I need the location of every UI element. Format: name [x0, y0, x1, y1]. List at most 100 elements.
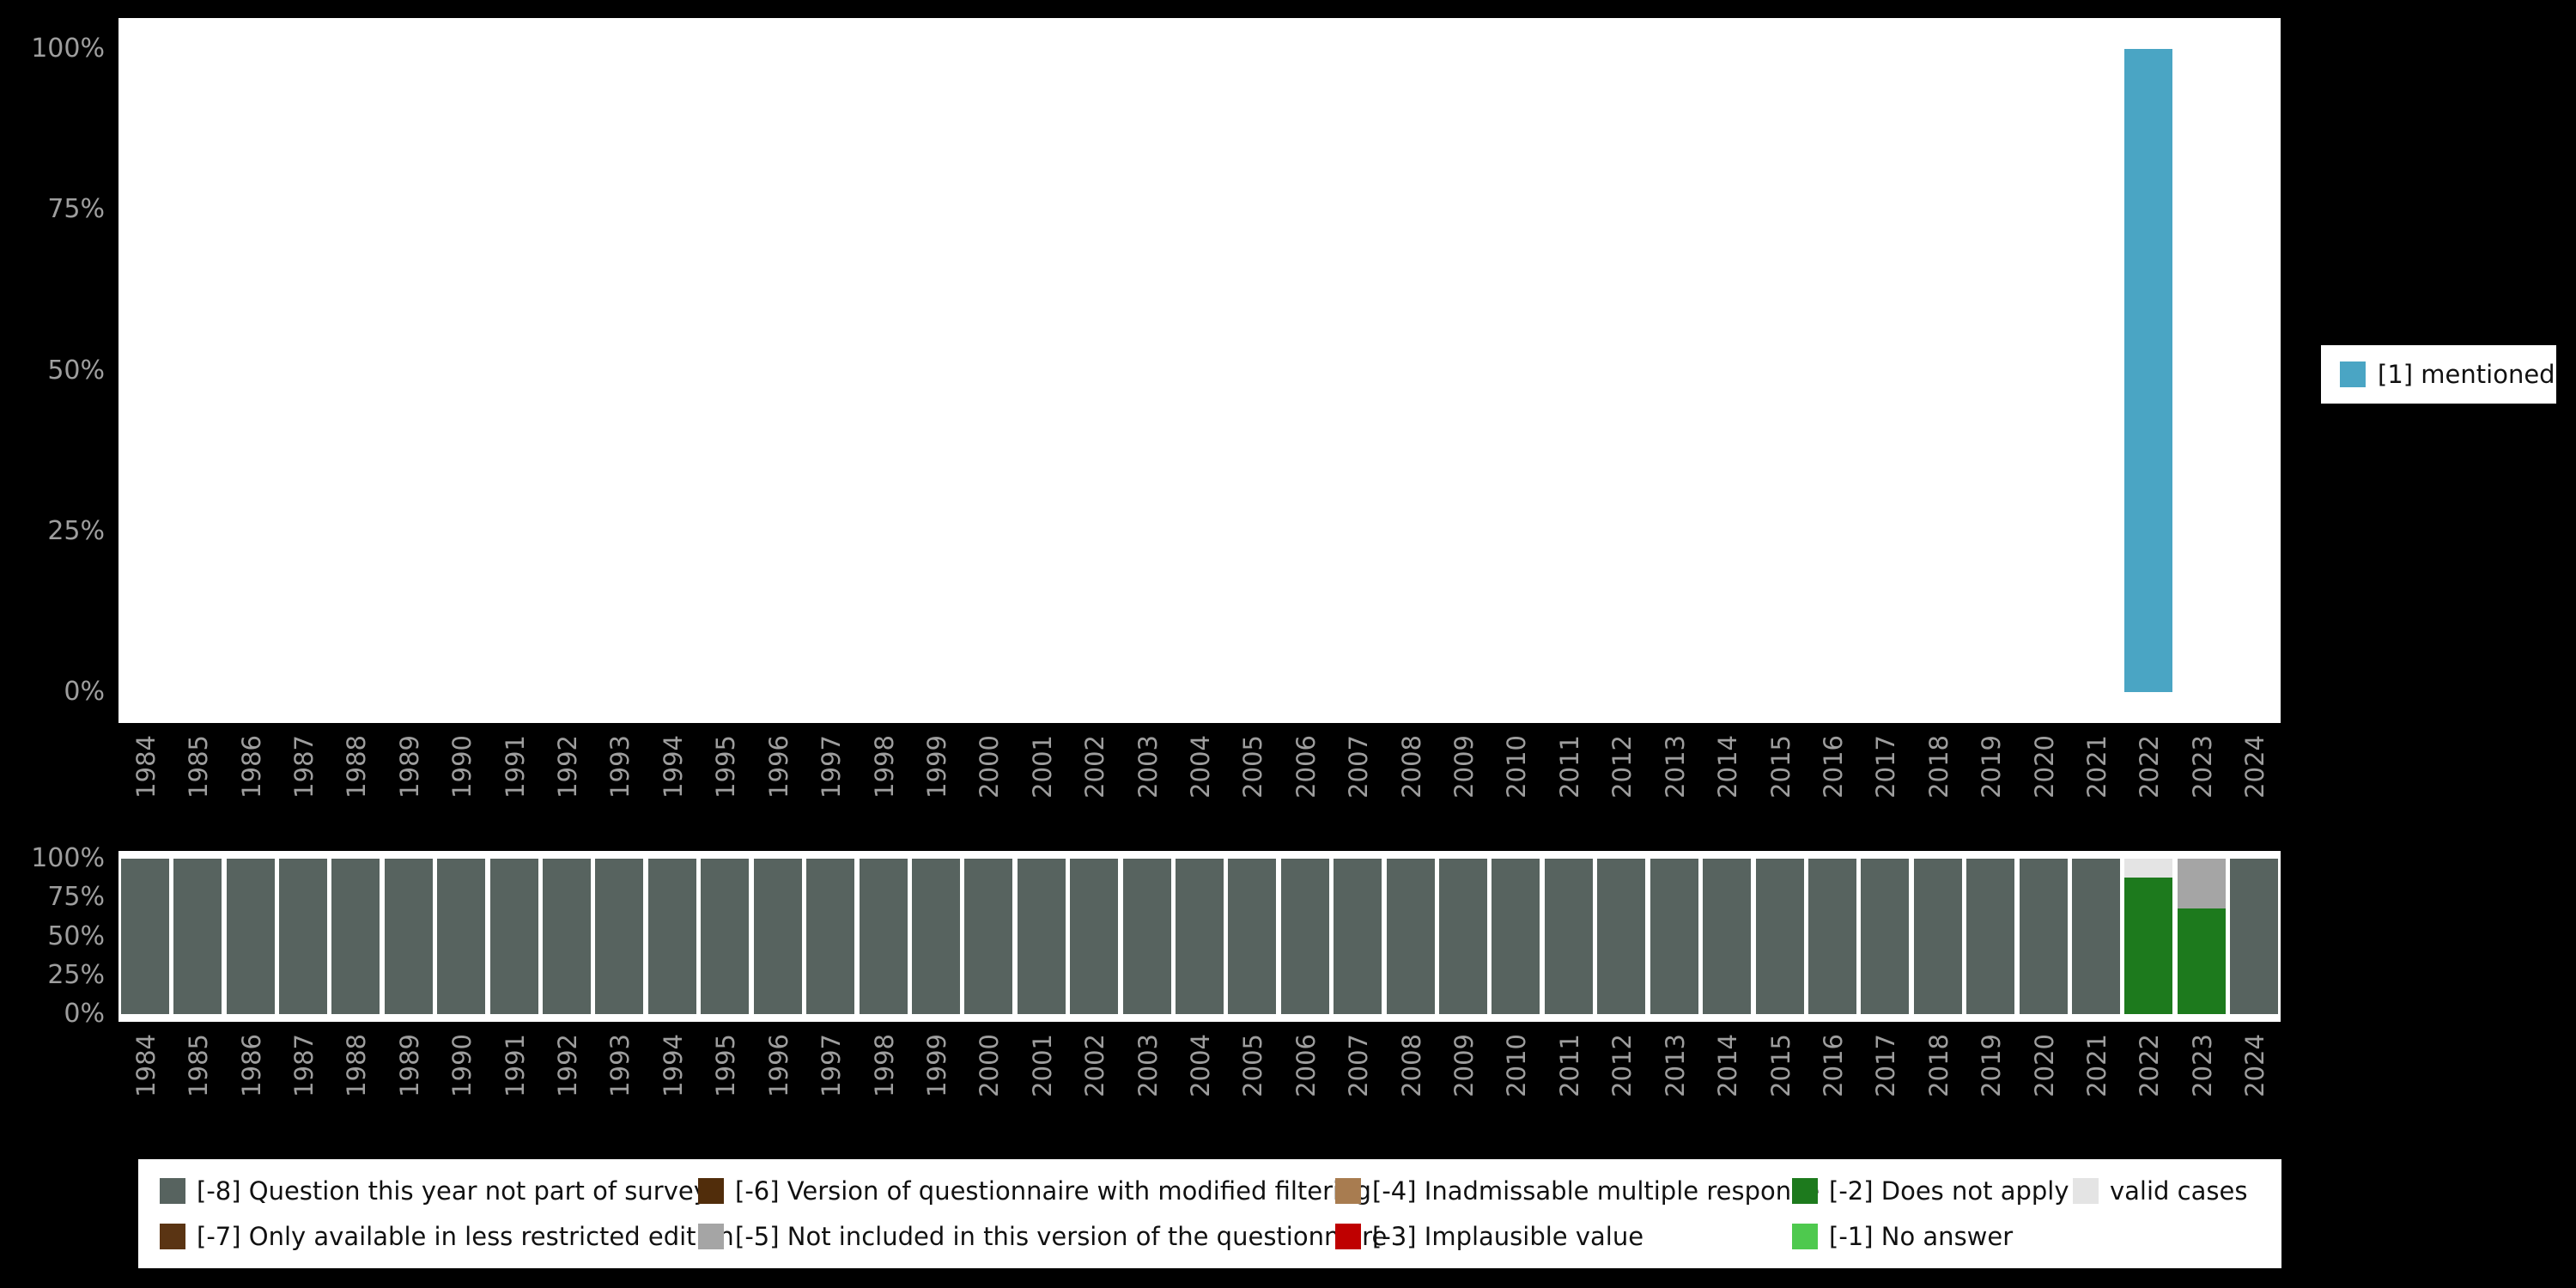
x-axis-year-label: 2019 [1977, 1034, 2007, 1097]
x-axis-year-label: 2020 [2029, 735, 2059, 799]
bar-segment-2024 [2230, 859, 2279, 1014]
x-axis-year-label: 1995 [711, 735, 741, 799]
bar-segment-1995 [701, 859, 750, 1014]
x-axis-year-label: 2022 [2135, 735, 2165, 799]
x-axis-year-label: 2023 [2187, 735, 2217, 799]
bar-segment-2012 [1597, 859, 1646, 1014]
legend-item: [-3] Implausible value [1335, 1222, 1643, 1251]
x-axis-year-label: 2012 [1607, 1034, 1637, 1097]
x-axis-year-label: 1992 [553, 1034, 583, 1097]
x-axis-year-label: 2014 [1713, 1034, 1743, 1097]
bar-segment-2008 [1386, 859, 1435, 1014]
x-axis-year-label: 2000 [975, 735, 1005, 799]
x-axis-year-label: 1993 [605, 735, 635, 799]
x-axis-year-label: 1997 [817, 735, 847, 799]
bar-segment-1998 [859, 859, 908, 1014]
x-axis-year-label: 2018 [1923, 1034, 1953, 1097]
bar-segment-2020 [2019, 859, 2068, 1014]
bar-segment-2007 [1334, 859, 1382, 1014]
legend-item: [-6] Version of questionnaire with modif… [698, 1176, 1371, 1206]
y-axis-tick-label: 75% [47, 882, 105, 913]
bar-segment-1991 [489, 859, 538, 1014]
x-axis-year-label: 1991 [500, 735, 530, 799]
bar-segment-1990 [437, 859, 486, 1014]
bar-segment-2015 [1755, 859, 1804, 1014]
x-axis-year-label: 2016 [1818, 735, 1848, 799]
legend-swatch [1335, 1224, 1361, 1249]
x-axis-year-label: 1988 [342, 735, 372, 799]
x-axis-year-label: 2013 [1660, 1034, 1690, 1097]
legend-swatch [698, 1224, 724, 1249]
y-axis-tick-label: 50% [47, 355, 105, 386]
bar-segment-1992 [543, 859, 592, 1014]
y-axis-tick-label: 50% [47, 920, 105, 951]
x-axis-year-label: 2005 [1238, 1034, 1268, 1097]
legend-swatch [1792, 1178, 1818, 1204]
bar-segment-2023 [2177, 908, 2226, 1014]
bar-segment-2011 [1544, 859, 1593, 1014]
bar-segment-1993 [595, 859, 644, 1014]
legend-item: [-1] No answer [1792, 1222, 2013, 1251]
y-axis-tick-label: 0% [64, 677, 105, 707]
bar-segment-2022 [2124, 877, 2173, 1014]
x-axis-year-label: 2006 [1291, 735, 1321, 799]
x-axis-year-label: 1989 [394, 735, 424, 799]
x-axis-year-label: 2014 [1713, 735, 1743, 799]
legend-item: [-7] Only available in less restricted e… [160, 1222, 734, 1251]
x-axis-year-label: 1990 [447, 1034, 477, 1097]
legend-swatch [160, 1224, 185, 1249]
legend-swatch [698, 1178, 724, 1204]
x-axis-year-label: 1999 [921, 735, 951, 799]
mentioned-legend-label: [1] mentioned [2378, 360, 2555, 389]
x-axis-year-label: 1994 [658, 1034, 688, 1097]
legend-item: [-4] Inadmissable multiple response [1335, 1176, 1820, 1206]
top-chart-plot-area [118, 18, 2281, 723]
legend-item: [-2] Does not apply [1792, 1176, 2069, 1206]
x-axis-year-label: 2016 [1818, 1034, 1848, 1097]
bar-segment-2022 [2124, 859, 2173, 878]
x-axis-year-label: 2015 [1765, 735, 1795, 799]
bar-segment-2000 [964, 859, 1013, 1014]
x-axis-year-label: 1993 [605, 1034, 635, 1097]
bar-segment-2006 [1280, 859, 1329, 1014]
bar-segment-2017 [1861, 859, 1910, 1014]
y-axis-tick-label: 25% [47, 515, 105, 546]
x-axis-year-label: 2023 [2187, 1034, 2217, 1097]
x-axis-year-label: 2004 [1186, 1034, 1215, 1097]
x-axis-year-label: 2012 [1607, 735, 1637, 799]
legend-item: valid cases [2073, 1176, 2248, 1206]
x-axis-year-label: 2021 [2082, 1034, 2112, 1097]
bottom-chart-plot-area [118, 851, 2281, 1022]
legend-label: [-2] Does not apply [1829, 1176, 2069, 1206]
bar-segment-1999 [911, 859, 960, 1014]
x-axis-year-label: 2011 [1554, 735, 1584, 799]
bar-segment-1986 [226, 859, 275, 1014]
x-axis-year-label: 1998 [869, 1034, 899, 1097]
x-axis-year-label: 2004 [1186, 735, 1215, 799]
x-axis-year-label: 1996 [763, 1034, 793, 1097]
x-axis-year-label: 2017 [1871, 1034, 1901, 1097]
x-axis-year-label: 2010 [1502, 1034, 1532, 1097]
x-axis-year-label: 2002 [1080, 735, 1110, 799]
x-axis-year-label: 1987 [289, 735, 319, 799]
legend-label: valid cases [2110, 1176, 2248, 1206]
bar-segment-1996 [753, 859, 802, 1014]
bar-segment-2003 [1122, 859, 1171, 1014]
bar-segment-2005 [1228, 859, 1277, 1014]
y-axis-tick-label: 100% [31, 33, 105, 64]
x-axis-year-label: 1984 [131, 1034, 161, 1097]
bar-segment-1987 [278, 859, 327, 1014]
x-axis-year-label: 2001 [1027, 1034, 1057, 1097]
bar-segment-2023 [2177, 859, 2226, 908]
legend-item: [-5] Not included in this version of the… [698, 1222, 1387, 1251]
x-axis-year-label: 1989 [394, 1034, 424, 1097]
x-axis-year-label: 1985 [184, 1034, 214, 1097]
bar-segment-2013 [1649, 859, 1698, 1014]
x-axis-year-label: 2015 [1765, 1034, 1795, 1097]
bar-segment-1989 [384, 859, 433, 1014]
x-axis-year-label: 1988 [342, 1034, 372, 1097]
x-axis-year-label: 1990 [447, 735, 477, 799]
legend-swatch [2073, 1178, 2099, 1204]
x-axis-year-label: 1991 [500, 1034, 530, 1097]
